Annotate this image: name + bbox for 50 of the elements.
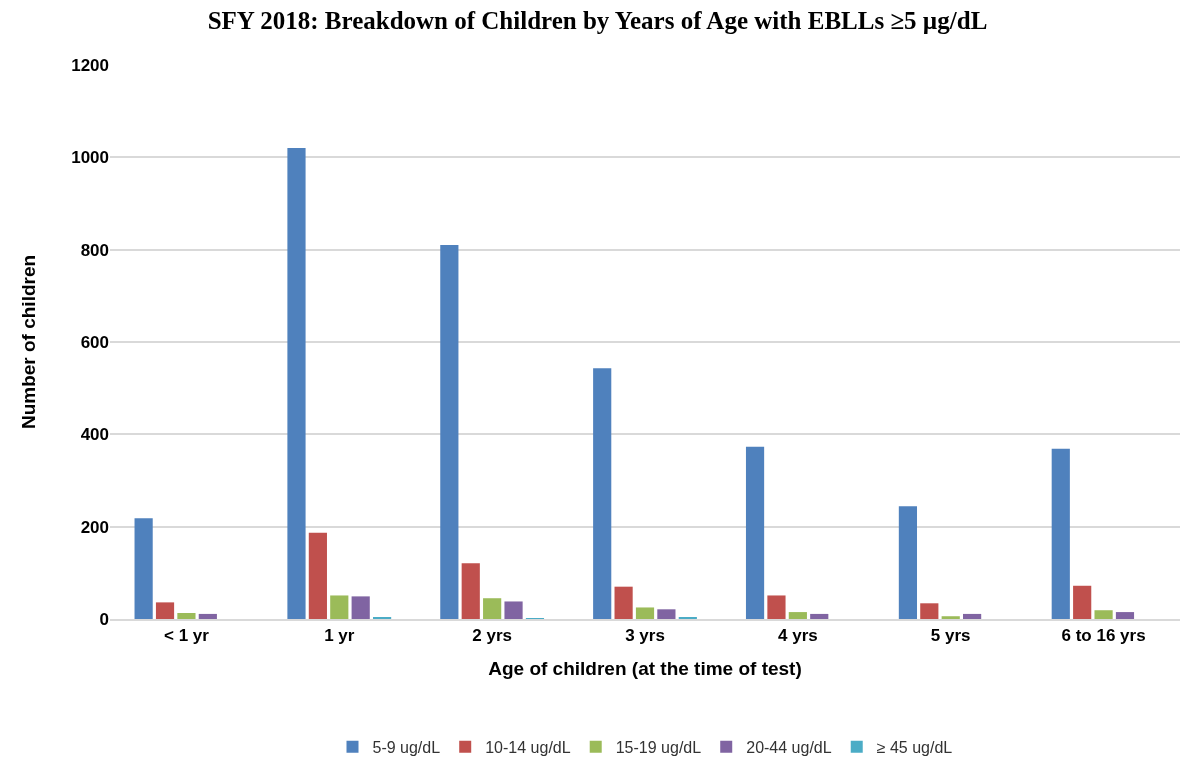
bar [767,595,786,619]
bar [198,613,217,619]
x-axis-title: Age of children (at the time of test) [488,658,802,680]
bar [440,245,459,619]
bar [177,613,196,619]
legend-label: 15-19 ug/dL [615,738,702,756]
x-tick-label: 2 yrs [472,626,512,646]
y-tick-label: 200 [80,517,109,537]
x-tick-label: 4 yrs [778,626,818,646]
chart-title: SFY 2018: Breakdown of Children by Years of Age with EBLLs ≥5 µg/dL [207,7,988,35]
bar [963,613,982,619]
bar [483,598,502,619]
x-tick-label: 3 yrs [625,626,665,646]
bar [461,563,480,619]
y-tick-label: 400 [80,425,109,445]
bar [504,601,523,619]
bar [1051,448,1070,619]
y-tick-label: 800 [80,240,109,260]
bar [155,602,175,619]
bar [635,607,655,619]
y-tick-label: 1200 [71,55,109,75]
legend-label: 20-44 ug/dL [746,738,832,756]
bar [1115,612,1135,619]
x-tick-label: 6 to 16 yrs [1061,626,1146,646]
bar [788,612,807,619]
bar [351,596,370,619]
x-tick-label: < 1 yr [163,626,210,646]
x-tick-label: 5 yrs [930,626,971,646]
bar [657,609,676,619]
y-tick-label: 0 [99,609,109,629]
bar [810,613,829,619]
bar [745,446,765,619]
y-tick-label: 600 [80,332,109,352]
bar [330,595,349,619]
legend-label: 10-14 ug/dL [485,738,571,756]
y-axis-title: Number of children [18,254,40,430]
legend-label: 5-9 ug/dL [372,738,441,756]
x-tick-label: 1 yr [324,626,355,646]
legend-label: ≥ 45 ug/dL [876,738,953,756]
bar [941,616,960,619]
bar [287,148,306,619]
bar [614,586,633,619]
bar [920,603,939,619]
y-tick-label: 1000 [71,148,109,168]
bar [134,518,153,619]
bar [593,368,612,619]
bar [898,506,918,619]
bar [308,532,327,619]
bar [1094,610,1113,619]
bar [1073,585,1092,619]
